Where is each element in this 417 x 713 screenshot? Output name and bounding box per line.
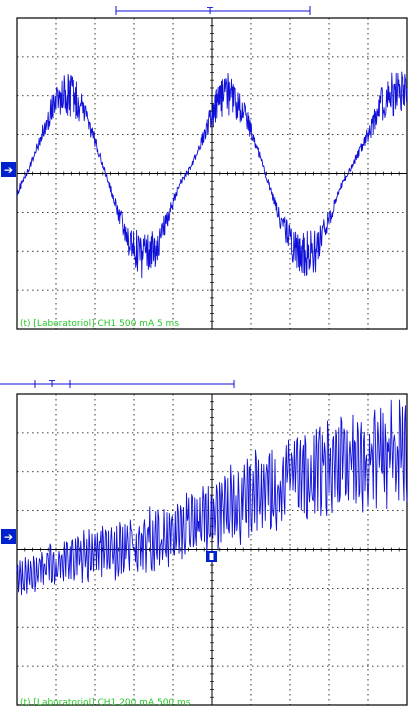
bottom-trace [16,399,408,596]
top-trigger-label: T [206,6,214,17]
bottom-grid [17,394,407,705]
top-time-window-bracket: T [115,6,311,17]
top-ground-marker: ➔ [1,162,16,177]
top-panel: T ➔ (t) [Laboratoriol] CH1 500 mA 5 ms [1,6,408,330]
arrow-right-icon: ➔ [4,164,13,177]
top-grid [17,18,407,329]
bottom-panel: T ➔ (t) [Laboratoriol] CH1 200 mA 500 ms [0,379,408,708]
bottom-trigger-point-marker [206,551,217,562]
top-readout: (t) [Laboratoriol] CH1 500 mA 5 ms [20,319,179,329]
bottom-ground-marker: ➔ [1,529,16,544]
bottom-trigger-label: T [48,379,56,390]
bottom-readout: (t) [Laboratoriol] CH1 200 mA 500 ms [20,698,191,708]
top-trace [16,71,408,279]
bottom-time-window-bracket: T [34,379,235,390]
top-frame [16,17,408,330]
arrow-right-icon: ➔ [4,531,13,544]
bottom-frame [16,393,408,706]
